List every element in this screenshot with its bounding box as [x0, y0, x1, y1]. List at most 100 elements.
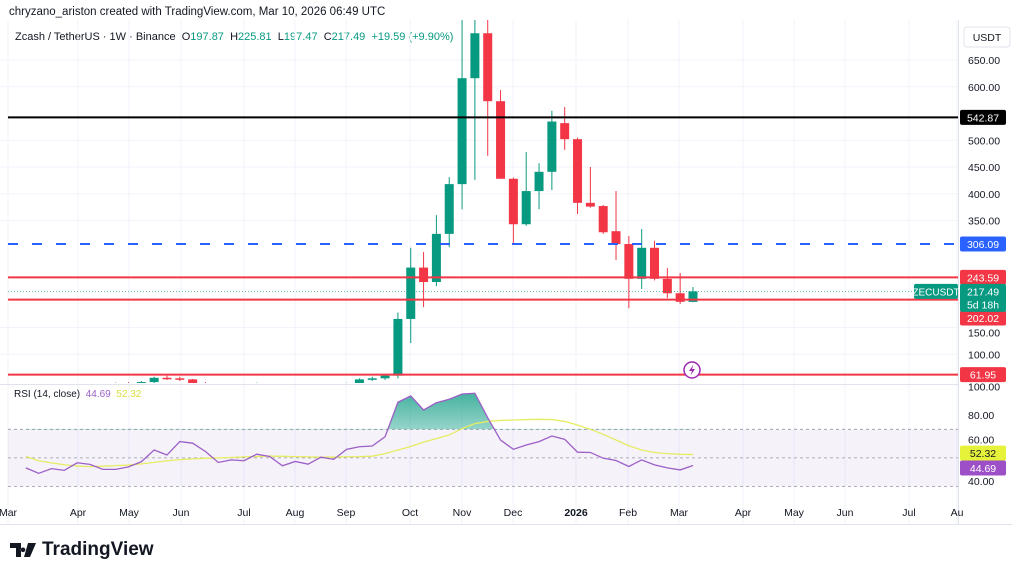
- pane-divider: [0, 384, 958, 385]
- rsi-title[interactable]: RSI (14, close): [14, 389, 81, 400]
- rsi-tick-label: 40.00: [968, 476, 994, 488]
- candle-body: [431, 233, 441, 283]
- rsi-pane: 52.32 44.69: [8, 392, 1006, 487]
- price-tick-label: 400.00: [968, 189, 1000, 201]
- rsi-ma-line: [25, 418, 694, 468]
- level-price-label-bg: [960, 109, 1006, 125]
- candle-body: [380, 375, 390, 379]
- candle-body: [534, 171, 544, 192]
- close-value: 217.49: [331, 31, 366, 43]
- candle-body: [175, 378, 185, 380]
- symbol-tag: ZECUSDT: [912, 287, 959, 298]
- candle-body: [624, 244, 634, 279]
- time-tick-label: Apr: [70, 507, 87, 519]
- candle-body: [393, 318, 403, 376]
- rsi-tick-label: 60.00: [968, 435, 994, 447]
- time-tick-label: Jul: [902, 507, 915, 519]
- rsi-tick-label: 80.00: [968, 410, 994, 422]
- time-tick-label: Nov: [453, 507, 472, 519]
- rsi-ma-value: 52.32: [116, 389, 142, 400]
- brand-name: TradingView: [42, 539, 154, 560]
- candle-body: [188, 379, 198, 383]
- currency-label: USDT: [973, 32, 1002, 44]
- rsi-value-label-bg: [960, 460, 1006, 476]
- open-value: 197.87: [190, 31, 224, 43]
- price-tick-label: 450.00: [968, 162, 1000, 174]
- candle-body: [560, 123, 570, 140]
- price-tick-label: 600.00: [968, 82, 1000, 94]
- candle-body: [483, 33, 493, 102]
- open-label: O: [181, 31, 191, 43]
- candle-body: [611, 231, 621, 245]
- time-tick-label: Oct: [402, 507, 418, 519]
- candle-body: [598, 206, 608, 233]
- symbol-legend: Zcash / TetherUS · 1W · Binance O197.87 …: [15, 31, 453, 43]
- candle-body: [162, 377, 172, 380]
- level-price-label: 243.59: [967, 272, 999, 284]
- candle-body: [650, 247, 660, 279]
- rsi-legend: RSI (14, close) 44.69 52.32: [14, 389, 141, 400]
- time-axis[interactable]: Mar Apr May Jun Jul Aug Sep Oct Nov Dec 2026 Feb Mar…: [0, 507, 964, 519]
- candle-body: [73, 385, 82, 387]
- axis-divider: [958, 20, 959, 525]
- time-axis-border: [0, 524, 1012, 525]
- candle-body: [354, 379, 364, 383]
- time-tick-label: May: [784, 507, 805, 519]
- time-tick-label: Dec: [504, 507, 523, 519]
- rsi-line: [25, 392, 694, 475]
- rsi-ma-label: 52.32: [970, 448, 996, 460]
- close-label: C: [323, 31, 332, 43]
- level-price-label-bg: [960, 269, 1006, 285]
- symbol-title[interactable]: Zcash / TetherUS · 1W · Binance: [15, 31, 176, 43]
- currency-button[interactable]: USDT: [963, 26, 1011, 48]
- time-tick-label: Sep: [337, 507, 356, 519]
- price-tick-label: 150.00: [968, 328, 1000, 340]
- price-tick-label: 500.00: [968, 135, 1000, 147]
- candle-body: [573, 139, 583, 203]
- candle-body: [278, 386, 287, 388]
- high-label: H: [230, 31, 239, 43]
- lightning-icon[interactable]: [683, 361, 701, 379]
- price-axis[interactable]: 650.00 600.00 500.00 450.00 400.00 350.00 150.…: [968, 55, 1000, 488]
- tradingview-logo[interactable]: TradingView: [10, 539, 154, 561]
- low-label: L: [277, 31, 284, 43]
- low-value: 197.47: [283, 31, 318, 43]
- tradingview-logo-icon: [10, 543, 36, 557]
- candle-body: [304, 385, 313, 387]
- candle-body: [585, 202, 595, 207]
- rsi-value: 44.69: [85, 389, 111, 400]
- countdown-label: 5d 18h: [967, 299, 999, 311]
- candle-body: [136, 382, 146, 383]
- level-price-label-bg: [960, 367, 1006, 383]
- candle-body: [508, 178, 518, 225]
- candle-body: [444, 184, 454, 234]
- price-levels: 542.87 306.09 243.59 202.02 61.95 ZECUSDT 217.…: [8, 109, 1006, 383]
- candle-body: [547, 121, 557, 172]
- level-price-label: 202.02: [967, 313, 999, 325]
- time-tick-label: 2026: [564, 507, 588, 519]
- rsi-ma-label-bg: [960, 445, 1006, 461]
- candle-body: [406, 267, 416, 319]
- candle-body: [496, 101, 506, 179]
- level-price-label: 306.09: [967, 239, 999, 251]
- last-price-label-bg: [960, 283, 1006, 312]
- time-tick-label: Jun: [173, 507, 190, 519]
- time-tick-label: Jun: [837, 507, 854, 519]
- last-price-label: 217.49: [967, 286, 999, 298]
- candle-body: [637, 247, 647, 279]
- candle-body: [419, 267, 429, 283]
- time-tick-label: Mar: [0, 507, 18, 519]
- time-tick-label: Au: [951, 507, 964, 519]
- level-price-label-bg: [960, 236, 1006, 252]
- price-tick-label: 100.00: [968, 349, 1000, 361]
- candle-body: [662, 278, 672, 294]
- change-value: +19.59 (+9.90%): [371, 31, 454, 43]
- rsi-tick-label: 100.00: [968, 381, 1000, 393]
- candles: [73, 20, 698, 388]
- candle-body: [149, 377, 159, 383]
- high-value: 225.81: [238, 31, 272, 43]
- time-tick-label: Mar: [670, 507, 689, 519]
- candle-body: [675, 293, 685, 302]
- price-tick-label: 650.00: [968, 55, 1000, 67]
